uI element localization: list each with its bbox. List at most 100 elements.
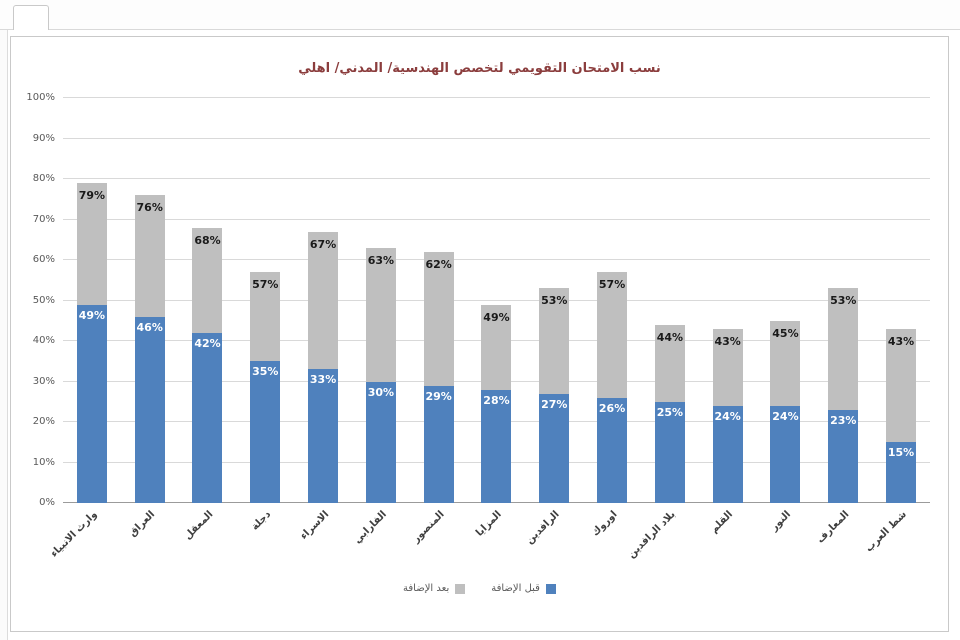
stacked-bar: 57% 35% bbox=[250, 272, 281, 503]
x-cell: المزايا bbox=[468, 503, 526, 581]
bar-slot: 43% 24% bbox=[699, 98, 757, 503]
y-axis: 0% 10% 20% 30% 40% 50% 60% 70% 80% 90% 100% bbox=[17, 92, 63, 508]
y-tick-label: 100% bbox=[26, 92, 55, 103]
y-tick-label: 60% bbox=[32, 254, 55, 265]
before-segment: 23% bbox=[828, 409, 859, 503]
x-cell: الرافدين bbox=[525, 503, 583, 581]
before-segment: 29% bbox=[423, 385, 454, 503]
plot-area: 79% 49% 76% 46% 68% 42% 57% 35% 67% 33% 63% 30% 62% 2… bbox=[63, 97, 930, 503]
stacked-bar: 44% 25% bbox=[654, 324, 685, 503]
stacked-bar: 53% 23% bbox=[828, 288, 859, 503]
before-segment: 30% bbox=[365, 381, 396, 503]
before-value-label: 24% bbox=[772, 409, 799, 423]
stacked-bar: 45% 24% bbox=[770, 320, 801, 503]
before-value-label: 25% bbox=[656, 405, 684, 419]
gridline bbox=[63, 299, 930, 301]
total-value-label: 43% bbox=[714, 334, 741, 348]
total-value-label: 62% bbox=[425, 257, 452, 271]
x-category-label: المزايا bbox=[474, 509, 505, 539]
before-value-label: 28% bbox=[483, 393, 510, 407]
bar-slot: 63% 30% bbox=[352, 98, 410, 503]
total-value-label: 49% bbox=[483, 310, 510, 324]
plot-row: 0% 10% 20% 30% 40% 50% 60% 70% 80% 90% 100% 79% 49%… bbox=[17, 92, 930, 508]
stacked-bar: 43% 24% bbox=[712, 328, 743, 503]
x-cell: المعقل bbox=[179, 503, 237, 581]
x-category-label: الرافدين bbox=[524, 509, 563, 547]
total-value-label: 44% bbox=[656, 330, 684, 344]
x-category-label: دجلة bbox=[249, 509, 274, 533]
y-tick-label: 10% bbox=[32, 456, 55, 468]
stacked-bar: 79% 49% bbox=[76, 183, 107, 503]
x-category-label: المنصور bbox=[410, 509, 447, 545]
before-segment: 42% bbox=[192, 332, 223, 503]
x-axis-labels: وارث الانبياء العراق المعقل دجلة الاسراء الفا… bbox=[49, 503, 930, 581]
before-value-label: 49% bbox=[78, 308, 106, 322]
stacked-bar: 63% 30% bbox=[365, 247, 396, 503]
total-value-label: 76% bbox=[136, 201, 163, 215]
x-cell: العراق bbox=[121, 503, 179, 581]
before-value-label: 15% bbox=[887, 446, 915, 460]
stacked-bar: 43% 15% bbox=[886, 328, 917, 503]
x-cell: دجلة bbox=[236, 503, 294, 581]
x-category-label: المعقل bbox=[182, 509, 216, 542]
x-category-label: الفارابي bbox=[351, 509, 389, 546]
x-category-label: المعارف bbox=[814, 509, 852, 546]
gridline bbox=[63, 259, 930, 260]
before-segment: 26% bbox=[597, 397, 628, 503]
before-segment: 24% bbox=[712, 405, 743, 503]
x-category-label: القلم bbox=[709, 509, 736, 536]
before-value-label: 42% bbox=[194, 336, 221, 350]
x-cell: القلم bbox=[699, 503, 757, 581]
total-value-label: 53% bbox=[541, 294, 568, 308]
stacked-bar: 53% 27% bbox=[539, 288, 570, 503]
stacked-bar: 76% 46% bbox=[134, 195, 165, 503]
total-value-label: 63% bbox=[367, 253, 395, 267]
before-segment: 35% bbox=[250, 361, 281, 503]
window-top-strip bbox=[0, 0, 960, 30]
bar-slot: 76% 46% bbox=[121, 98, 179, 503]
legend-swatch bbox=[455, 583, 466, 594]
y-tick-label: 70% bbox=[32, 213, 55, 225]
y-tick-label: 80% bbox=[32, 173, 55, 184]
before-value-label: 33% bbox=[309, 373, 337, 387]
total-value-label: 57% bbox=[252, 278, 279, 292]
before-segment: 27% bbox=[539, 393, 570, 503]
before-value-label: 29% bbox=[425, 389, 452, 403]
total-value-label: 68% bbox=[194, 233, 221, 247]
gridline bbox=[63, 218, 930, 220]
before-segment: 49% bbox=[76, 304, 107, 503]
gridline bbox=[63, 178, 930, 179]
x-category-label: وارث الانبياء bbox=[49, 509, 100, 560]
before-value-label: 35% bbox=[252, 365, 279, 379]
stacked-bar: 67% 33% bbox=[308, 231, 339, 503]
total-value-label: 43% bbox=[887, 334, 915, 348]
total-value-label: 79% bbox=[78, 189, 106, 203]
y-tick-label: 40% bbox=[32, 335, 55, 346]
before-value-label: 23% bbox=[830, 413, 857, 427]
stacked-bar: 57% 26% bbox=[597, 272, 628, 503]
before-value-label: 26% bbox=[598, 401, 626, 415]
y-tick-label: 0% bbox=[39, 497, 55, 508]
bar-slot: 79% 49% bbox=[63, 98, 121, 503]
x-category-label: الاسراء bbox=[298, 509, 331, 542]
x-cell: الفارابي bbox=[352, 503, 410, 581]
before-segment: 33% bbox=[308, 369, 339, 503]
bar-slot: 62% 29% bbox=[410, 98, 468, 503]
bar-slot: 57% 26% bbox=[583, 98, 641, 503]
x-cell: بلاد الرافدين bbox=[626, 503, 699, 581]
x-cell: شط العرب bbox=[863, 503, 930, 581]
total-value-label: 57% bbox=[598, 278, 626, 292]
before-value-label: 30% bbox=[367, 385, 395, 399]
bars-container: 79% 49% 76% 46% 68% 42% 57% 35% 67% 33% 63% 30% 62% 2… bbox=[63, 98, 930, 503]
legend-label: بعد الإضافة bbox=[403, 583, 450, 594]
before-segment: 28% bbox=[481, 389, 512, 503]
x-category-label: النور bbox=[768, 509, 794, 534]
y-tick-label: 20% bbox=[32, 416, 55, 427]
bar-slot: 49% 28% bbox=[468, 98, 526, 503]
gridline bbox=[63, 137, 930, 139]
x-cell: الاسراء bbox=[294, 503, 352, 581]
before-value-label: 24% bbox=[714, 409, 741, 423]
stacked-bar: 62% 29% bbox=[423, 251, 454, 503]
bar-slot: 44% 25% bbox=[641, 98, 699, 503]
legend-item: قبل الإضافة bbox=[491, 583, 556, 594]
